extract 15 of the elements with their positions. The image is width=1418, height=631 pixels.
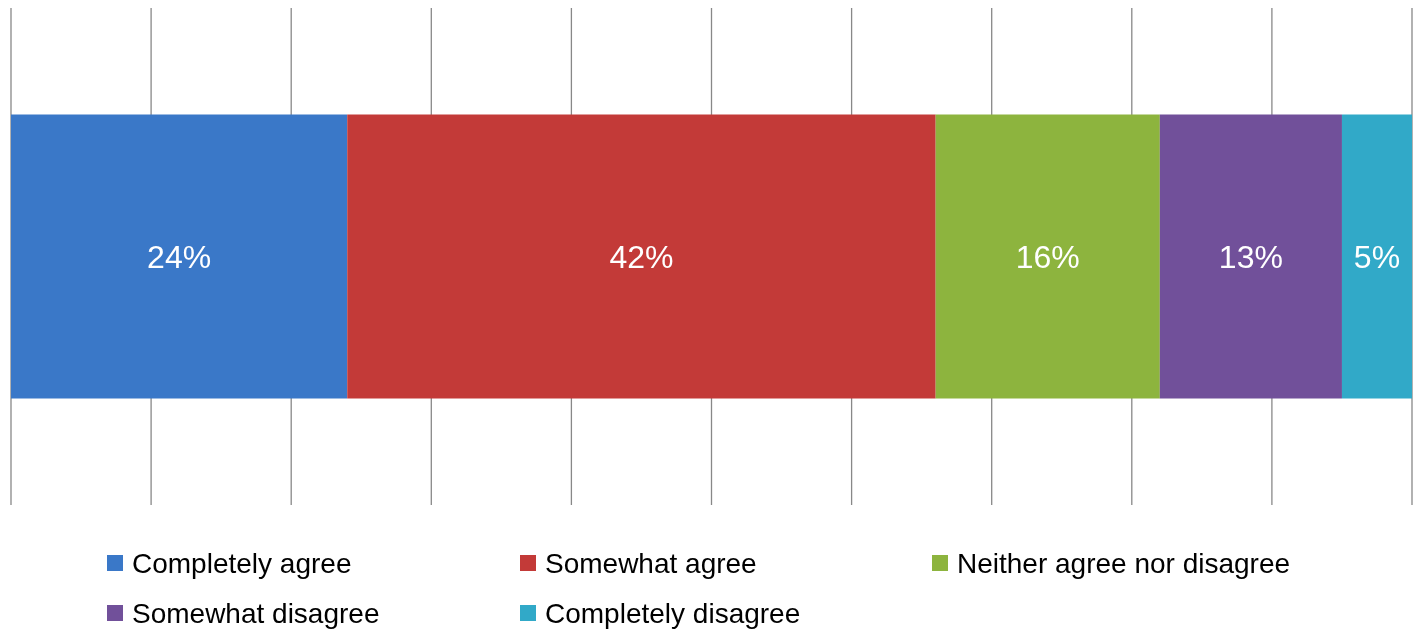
bar	[347, 114, 936, 399]
legend-label: Completely agree	[132, 547, 352, 579]
bar	[1341, 114, 1412, 399]
bar	[935, 114, 1160, 399]
legend-label: Somewhat disagree	[132, 597, 380, 629]
bar	[11, 114, 348, 399]
legend-label: Neither agree nor disagree	[957, 547, 1291, 579]
bar	[1159, 114, 1342, 399]
data-label: 13%	[1218, 238, 1283, 275]
data-label: 24%	[147, 238, 212, 275]
data-label: 16%	[1015, 238, 1080, 275]
data-label: 5%	[1353, 238, 1401, 275]
data-label: 42%	[609, 238, 674, 275]
legend-label: Completely disagree	[545, 597, 801, 629]
legend-label: Somewhat agree	[545, 547, 757, 579]
